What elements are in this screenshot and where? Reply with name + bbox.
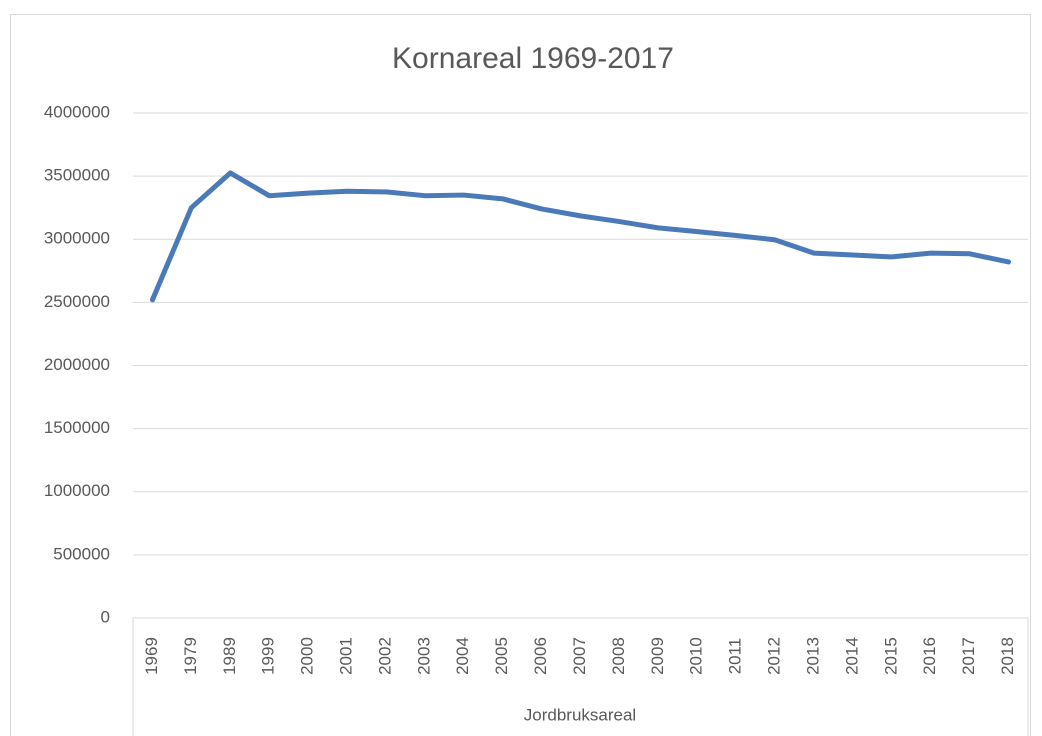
x-tick-label: 1969 (142, 637, 161, 675)
x-tick-label: 2004 (453, 637, 472, 675)
x-tick-label: 2003 (414, 637, 433, 675)
x-tick-label: 2005 (492, 637, 511, 675)
x-tick-label: 2012 (765, 637, 784, 675)
x-tick-label: 2006 (531, 637, 550, 675)
x-tick-label: 2002 (375, 637, 394, 675)
x-tick-label: 2007 (570, 637, 589, 675)
y-tick-label: 2500000 (44, 292, 110, 311)
x-tick-label: 2016 (920, 637, 939, 675)
x-tick-label: 2013 (803, 637, 822, 675)
y-tick-label: 4000000 (44, 102, 110, 121)
x-axis-label: Jordbruksareal (524, 705, 636, 724)
x-tick-label: 1999 (259, 637, 278, 675)
line-series (149, 170, 1012, 303)
x-tick-label: 2008 (609, 637, 628, 675)
x-tick-label: 1989 (220, 637, 239, 675)
x-tick-label: 2000 (298, 637, 317, 675)
x-tick-label: 1979 (181, 637, 200, 675)
y-tick-label: 1000000 (44, 481, 110, 500)
x-tick-label: 2018 (998, 637, 1017, 675)
y-tick-label: 3500000 (44, 166, 110, 185)
y-tick-label: 1500000 (44, 418, 110, 437)
y-tick-label: 3000000 (44, 229, 110, 248)
x-tick-label: 2001 (337, 637, 356, 675)
x-tick-label: 2011 (726, 638, 745, 675)
x-tick-label: 2015 (881, 637, 900, 675)
y-tick-label: 2000000 (44, 355, 110, 374)
x-tick-label: 2010 (687, 637, 706, 675)
x-tick-label: 2017 (959, 637, 978, 675)
y-tick-label: 0 (101, 607, 110, 626)
y-tick-label: 500000 (53, 544, 110, 563)
x-tick-label: 2009 (648, 637, 667, 675)
chart-border (10, 14, 1031, 736)
x-tick-label: 2014 (842, 637, 861, 675)
chart-title: Kornareal 1969-2017 (392, 42, 674, 75)
